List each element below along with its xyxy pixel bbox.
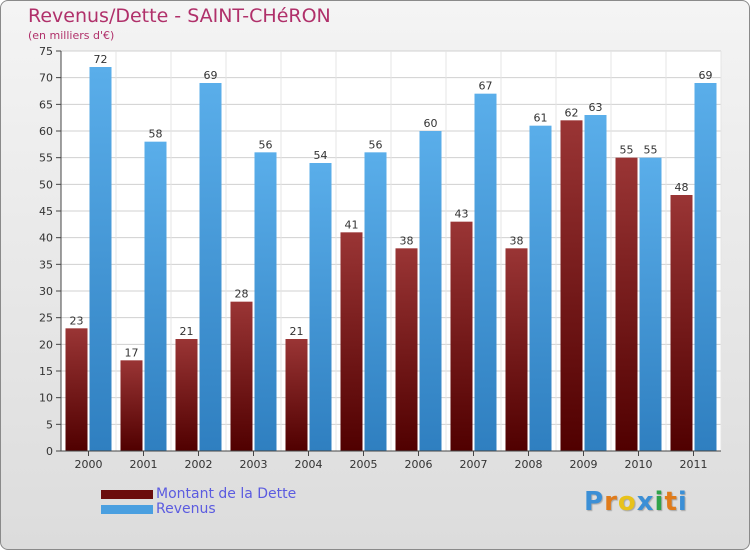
data-label-revenus: 60 (424, 117, 438, 130)
proxiti-logo: Proxiti (584, 487, 688, 517)
bar-revenus (474, 93, 497, 452)
bar-debt (560, 120, 583, 451)
logo-letter: i (677, 487, 688, 517)
data-label-debt: 55 (620, 144, 634, 157)
data-label-debt: 21 (290, 325, 304, 338)
data-label-revenus: 63 (589, 101, 603, 114)
y-tick-label: 65 (39, 98, 53, 111)
data-label-debt: 21 (180, 325, 194, 338)
data-label-debt: 43 (455, 208, 469, 221)
bar-debt (395, 248, 418, 451)
data-label-revenus: 72 (94, 53, 108, 66)
x-tick-label: 2010 (625, 458, 653, 471)
data-label-revenus: 67 (479, 80, 493, 93)
x-tick-label: 2007 (460, 458, 488, 471)
bar-debt (340, 232, 363, 451)
y-tick-label: 10 (39, 392, 53, 405)
y-tick-label: 0 (46, 445, 53, 458)
y-tick-label: 70 (39, 72, 53, 85)
data-label-debt: 38 (510, 234, 524, 247)
y-tick-label: 25 (39, 312, 53, 325)
data-label-debt: 23 (70, 314, 84, 327)
bars-layer (65, 67, 717, 452)
y-tick-label: 35 (39, 258, 53, 271)
y-tick-label: 40 (39, 232, 53, 245)
data-label-revenus: 69 (699, 69, 713, 82)
y-tick-label: 60 (39, 125, 53, 138)
bar-debt (285, 339, 308, 451)
bar-revenus (639, 157, 662, 451)
data-label-debt: 38 (400, 234, 414, 247)
legend-swatch-revenus (101, 505, 153, 514)
bar-revenus (254, 152, 277, 452)
bar-debt (450, 221, 473, 451)
y-tick-label: 55 (39, 152, 53, 165)
chart-subtitle: (en milliers d'€) (28, 29, 115, 42)
bar-revenus (144, 141, 167, 451)
x-tick-label: 2000 (75, 458, 103, 471)
bar-revenus (199, 83, 222, 451)
logo-letter: x (636, 487, 655, 517)
axis-layer: 0 5 10 15 20 25 30 35 40 45 50 55 60 65 70 75 2000 2001 20… (39, 45, 721, 471)
bar-debt (175, 339, 198, 451)
bar-revenus (694, 83, 717, 451)
x-tick-label: 2009 (570, 458, 598, 471)
x-tick-label: 2008 (515, 458, 543, 471)
x-tick-label: 2005 (350, 458, 378, 471)
data-label-revenus: 54 (314, 149, 328, 162)
data-label-revenus: 69 (204, 69, 218, 82)
bar-revenus (364, 152, 387, 452)
bar-debt (230, 301, 253, 451)
bar-revenus (309, 163, 332, 451)
y-tick-label: 75 (39, 45, 53, 58)
bar-revenus (419, 131, 442, 451)
bar-debt (505, 248, 528, 451)
legend-swatch-debt (101, 490, 153, 499)
logo-letter: P (584, 487, 605, 517)
logo-letter: o (617, 487, 637, 517)
y-tick-label: 20 (39, 338, 53, 351)
x-tick-label: 2004 (295, 458, 323, 471)
labels-layer: 23 72 17 58 21 69 28 56 21 54 41 56 38 60 43 67 38 61 62 63… (70, 53, 713, 359)
bar-debt (120, 360, 143, 451)
data-label-revenus: 56 (259, 138, 273, 151)
data-label-debt: 17 (125, 346, 139, 359)
legend-label-revenus: Revenus (156, 501, 216, 517)
data-label-debt: 28 (235, 288, 249, 301)
data-label-debt: 48 (675, 181, 689, 194)
data-label-debt: 41 (345, 218, 359, 231)
data-label-revenus: 58 (149, 128, 163, 141)
bar-revenus (529, 125, 552, 452)
data-label-revenus: 55 (644, 144, 658, 157)
x-tick-label: 2011 (680, 458, 708, 471)
legend-label-debt: Montant de la Dette (156, 486, 297, 502)
bar-debt (670, 195, 693, 451)
bar-debt (615, 157, 638, 451)
x-tick-label: 2003 (240, 458, 268, 471)
y-tick-label: 5 (46, 418, 53, 431)
logo-letter: i (654, 487, 665, 517)
x-tick-label: 2001 (130, 458, 158, 471)
y-tick-label: 15 (39, 365, 53, 378)
y-tick-label: 50 (39, 178, 53, 191)
logo-letter: r (604, 487, 618, 517)
y-tick-label: 30 (39, 285, 53, 298)
bar-revenus (89, 67, 112, 451)
bar-revenus (584, 115, 607, 451)
logo-letter: t (664, 487, 678, 517)
bar-debt (65, 328, 88, 451)
y-tick-label: 45 (39, 205, 53, 218)
chart-title: Revenus/Dette - SAINT-CHéRON (28, 5, 331, 27)
data-label-revenus: 56 (369, 138, 383, 151)
x-tick-label: 2002 (185, 458, 213, 471)
data-label-revenus: 61 (534, 112, 548, 125)
data-label-debt: 62 (565, 106, 579, 119)
x-tick-label: 2006 (405, 458, 433, 471)
